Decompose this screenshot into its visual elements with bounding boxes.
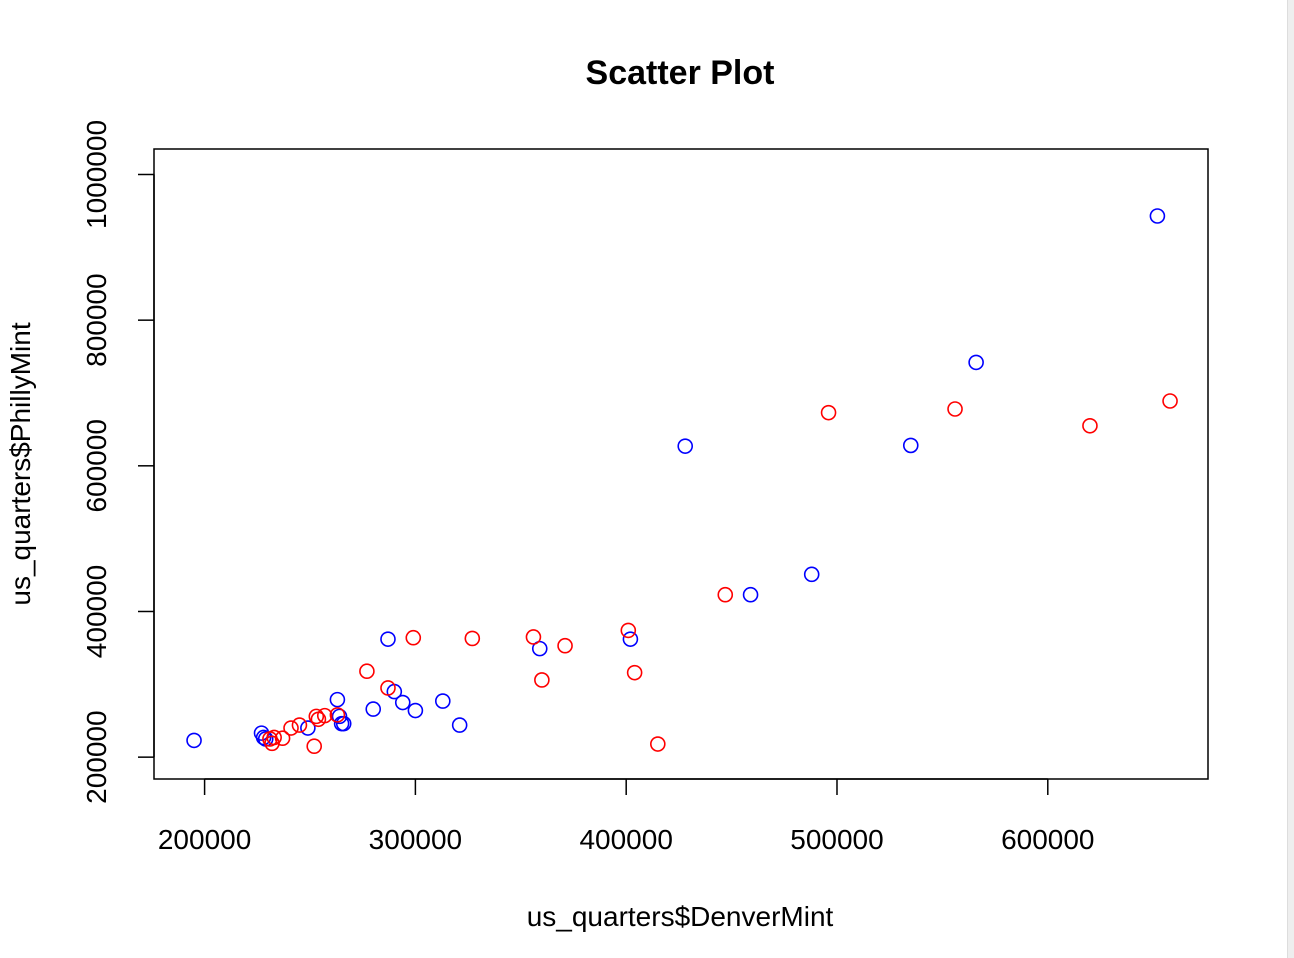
data-point	[1082, 417, 1098, 434]
data-point	[329, 691, 346, 708]
x-tick-label: 400000	[579, 824, 672, 855]
data-point	[677, 438, 694, 454]
data-point	[803, 566, 820, 583]
data-point	[186, 732, 202, 749]
data-point	[308, 708, 325, 725]
data-point	[534, 672, 550, 688]
x-axis-label: us_quarters$DenverMint	[527, 901, 834, 932]
data-point	[407, 702, 424, 719]
x-tick-label: 200000	[158, 824, 251, 855]
data-point	[557, 637, 573, 654]
data-point	[947, 401, 963, 417]
x-tick-label: 500000	[790, 824, 883, 855]
data-point	[255, 729, 272, 746]
data-point	[306, 738, 323, 755]
y-tick-label: 1000000	[81, 120, 112, 229]
y-tick-label: 400000	[81, 565, 112, 658]
data-point	[359, 663, 375, 680]
data-point	[274, 730, 291, 747]
data-point	[622, 631, 639, 647]
data-point	[650, 736, 666, 752]
data-point	[525, 629, 542, 645]
data-point	[380, 631, 396, 647]
data-point	[717, 586, 734, 603]
data-point	[968, 354, 984, 371]
data-points	[186, 208, 1178, 755]
y-axis: 200000 400000 600000 800000 1000000	[81, 120, 155, 804]
data-point	[464, 630, 481, 647]
chart-title: Scatter Plot	[586, 54, 775, 92]
data-point	[1162, 393, 1178, 409]
data-point	[434, 693, 451, 709]
window-edge	[1287, 0, 1294, 958]
data-point	[902, 437, 919, 454]
data-point	[300, 720, 316, 736]
data-point	[451, 717, 468, 733]
data-point	[365, 701, 382, 717]
data-point	[405, 629, 422, 646]
data-point	[531, 640, 548, 657]
data-point	[742, 586, 759, 603]
data-point	[283, 720, 299, 736]
data-point	[620, 622, 637, 639]
data-point	[266, 729, 282, 746]
x-tick-label: 300000	[369, 824, 462, 855]
data-point	[820, 404, 837, 421]
plot-frame	[153, 148, 1209, 780]
x-tick-label: 600000	[1001, 824, 1094, 855]
y-tick-label: 800000	[81, 273, 112, 366]
y-tick-label: 600000	[81, 419, 112, 512]
data-point	[626, 664, 643, 681]
data-point	[291, 717, 308, 733]
x-axis: 200000 300000 400000 500000 600000	[158, 778, 1095, 855]
y-axis-label: us_quarters$PhillyMint	[5, 322, 36, 605]
data-point	[1149, 208, 1166, 224]
data-point	[316, 707, 333, 724]
y-tick-label: 200000	[81, 710, 112, 803]
data-point	[394, 694, 411, 711]
data-point	[380, 680, 396, 696]
data-point	[329, 707, 346, 723]
